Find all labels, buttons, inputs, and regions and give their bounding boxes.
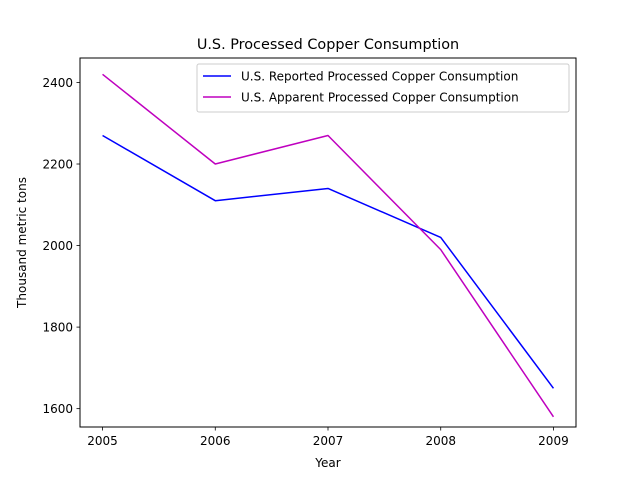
x-tick-label: 2007 [313, 434, 344, 448]
series-lines [102, 73, 555, 418]
x-axis-ticks: 2005 2006 2007 2008 2009 [87, 427, 569, 448]
x-tick-label: 2008 [425, 434, 456, 448]
x-tick-label: 2005 [87, 434, 118, 448]
plot-frame [79, 57, 577, 428]
legend: U.S. Reported Processed Copper Consumpti… [196, 63, 570, 113]
x-tick-label: 2009 [538, 434, 569, 448]
legend-label: U.S. Reported Processed Copper Consumpti… [241, 70, 518, 84]
x-tick-label: 2006 [200, 434, 231, 448]
y-tick-label: 2000 [42, 239, 73, 253]
legend-box [196, 63, 570, 113]
y-tick-label: 2200 [42, 158, 73, 172]
series-line-reported [102, 134, 555, 389]
x-axis-label: Year [314, 456, 340, 470]
y-tick-label: 2400 [42, 76, 73, 90]
series-line-apparent [102, 73, 555, 418]
y-tick-label: 1600 [42, 402, 73, 416]
legend-label: U.S. Apparent Processed Copper Consumpti… [241, 91, 519, 105]
y-tick-label: 1800 [42, 321, 73, 335]
y-axis-label: Thousand metric tons [15, 177, 29, 309]
y-axis-ticks: 1600 1800 2000 2200 2400 [42, 76, 80, 416]
chart-title: U.S. Processed Copper Consumption [197, 37, 459, 53]
